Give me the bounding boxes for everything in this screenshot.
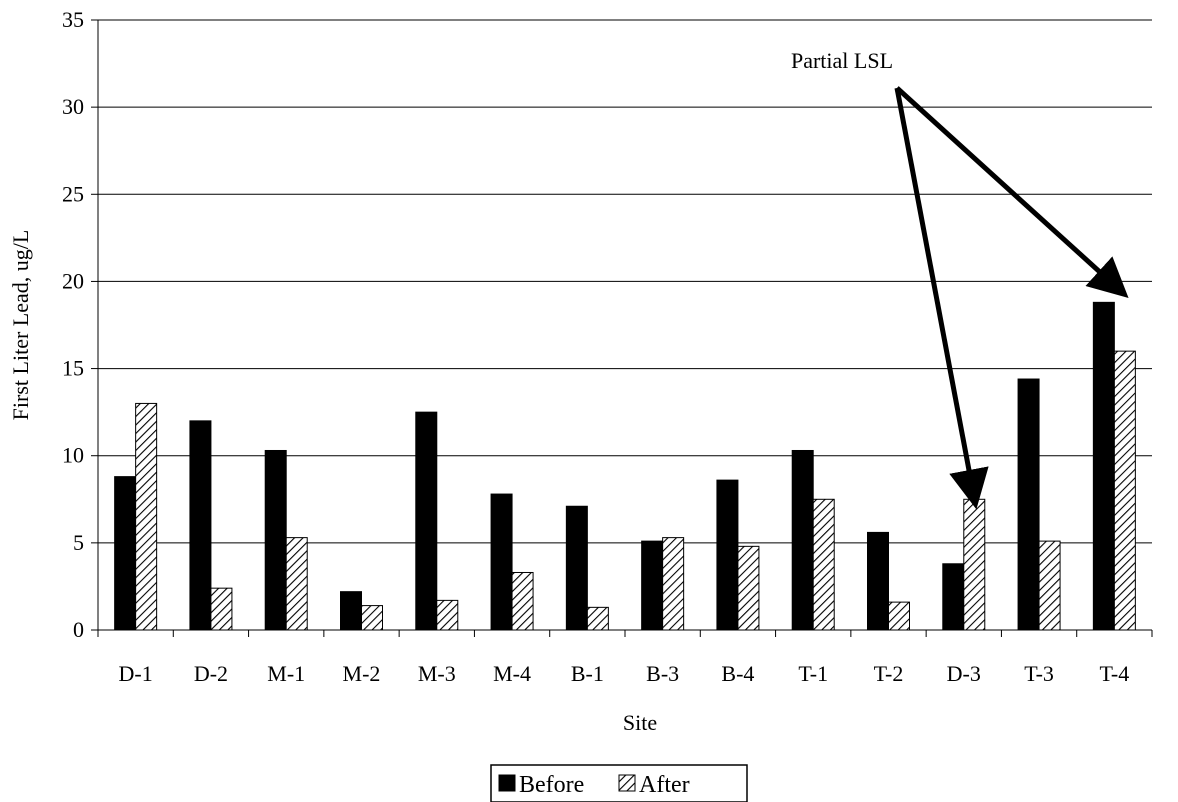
y-tick-label: 20: [62, 268, 84, 293]
x-tick-label: M-2: [343, 661, 381, 686]
x-tick-labels: D-1 D-2 M-1 M-2 M-3 M-4 B-1 B-3 B-4 T-1 T-2 D-3 T-3 T…: [119, 661, 1130, 686]
bar-before-b-3: [641, 540, 664, 631]
y-tick-label: 0: [73, 617, 84, 642]
bar-after-m-2: [361, 605, 383, 631]
x-tick-label: T-4: [1099, 661, 1129, 686]
x-tick-label: D-2: [194, 661, 228, 686]
y-tick-label: 5: [73, 530, 84, 555]
bar-after-b-4: [737, 545, 760, 631]
legend: Before After: [490, 764, 748, 802]
bar-before-b-1: [565, 505, 588, 631]
y-tick-label: 30: [62, 94, 84, 119]
bar-before-t-2: [867, 531, 889, 631]
bar-before-d-2: [189, 420, 212, 631]
bar-before-m-2: [340, 591, 362, 631]
x-tick-label: T-1: [798, 661, 828, 686]
bar-before-m-4: [490, 493, 513, 631]
bar-before-d-1: [114, 476, 137, 631]
x-tick-label: B-1: [571, 661, 604, 686]
y-tick-label: 10: [62, 443, 84, 468]
bar-before-d-3: [942, 563, 965, 631]
bar-after-d-1: [135, 402, 158, 631]
bars: [114, 301, 1136, 631]
x-tick-label: M-4: [493, 661, 531, 686]
bar-after-b-1: [586, 606, 609, 631]
bar-after-t-4: [1113, 350, 1136, 631]
bar-before-t-1: [791, 449, 814, 631]
x-tick-label: D-1: [119, 661, 153, 686]
bar-after-m-3: [436, 599, 459, 631]
annotation-arrow-t4: [895, 86, 1129, 299]
y-axis-title: First Liter Lead, ug/L: [8, 230, 33, 421]
gridlines: [98, 19, 1152, 544]
x-tick-label: M-3: [418, 661, 456, 686]
bar-after-b-3: [662, 537, 685, 631]
bar-after-m-4: [511, 571, 534, 631]
x-tick-label: M-1: [267, 661, 305, 686]
bar-before-t-3: [1017, 378, 1040, 631]
bar-before-m-1: [264, 449, 287, 631]
bar-after-m-1: [285, 537, 308, 631]
legend-label-before: Before: [519, 772, 584, 798]
annotation: Partial LSL: [791, 48, 1129, 510]
x-tick-label: B-3: [646, 661, 679, 686]
annotation-label: Partial LSL: [791, 48, 893, 73]
y-tick-label: 25: [62, 181, 84, 206]
legend-label-after: After: [639, 772, 690, 798]
y-tick-label: 15: [62, 356, 84, 381]
x-tick-label: B-4: [721, 661, 754, 686]
bar-after-d-3: [963, 498, 986, 631]
bar-before-b-4: [716, 479, 739, 631]
axes: [91, 19, 1153, 637]
x-tick-label: T-3: [1024, 661, 1054, 686]
bar-after-t-2: [888, 601, 910, 631]
legend-swatch-after: [618, 774, 636, 792]
bar-before-m-3: [415, 411, 438, 631]
bar-before-t-4: [1092, 301, 1115, 631]
bar-after-t-3: [1038, 540, 1061, 631]
legend-swatch-before: [498, 774, 516, 792]
x-tick-label: T-2: [874, 661, 904, 686]
bar-after-t-1: [812, 498, 835, 631]
y-tick-labels: 0 5 10 15 20 25 30 35: [62, 7, 84, 642]
x-axis-title: Site: [623, 710, 657, 735]
x-tick-label: D-3: [947, 661, 981, 686]
y-tick-label: 35: [62, 7, 84, 32]
bar-after-d-2: [210, 587, 233, 631]
annotation-arrow-d3: [894, 87, 989, 510]
